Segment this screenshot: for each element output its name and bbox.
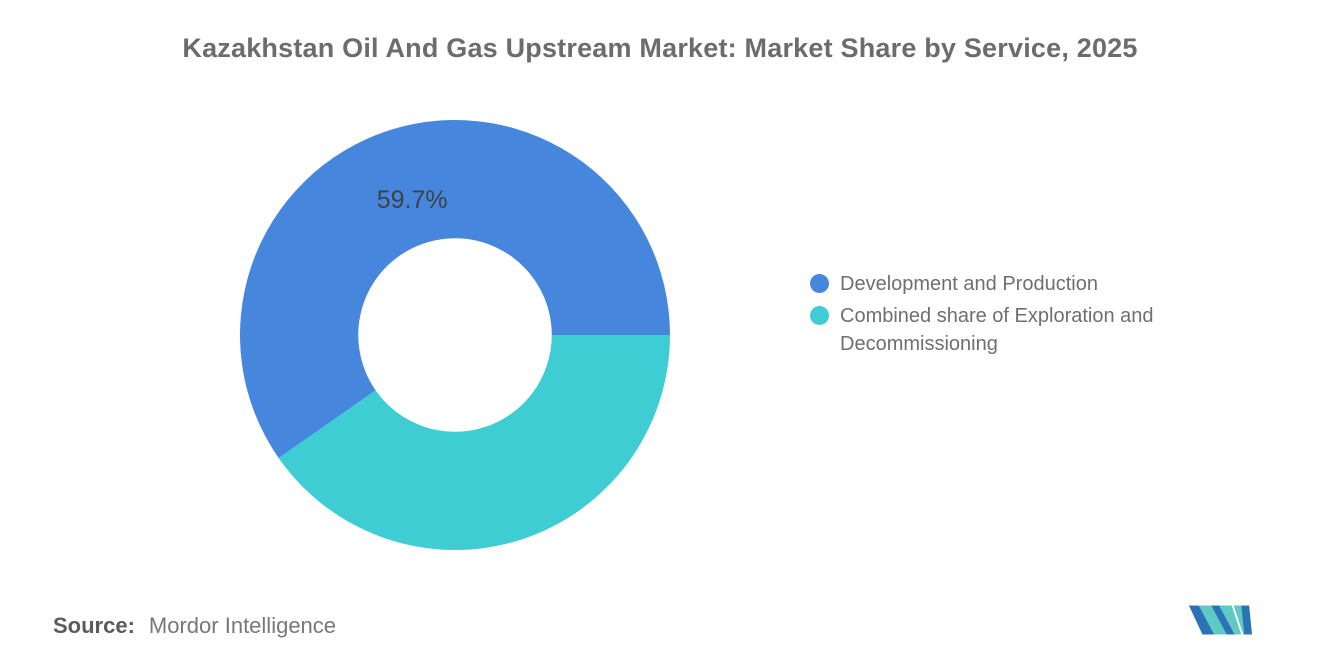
slice-data-label: 59.7% [377, 186, 448, 214]
source-label: Source: [53, 613, 135, 638]
donut-slice-1[interactable] [278, 335, 670, 551]
donut-svg: 59.7% [240, 120, 670, 551]
legend-item-exploration-and-decommissioning[interactable]: Combined share of Exploration and Decomm… [810, 302, 1208, 358]
chart-legend: Development and Production Combined shar… [810, 270, 1208, 358]
legend-swatch-icon [810, 274, 829, 293]
legend-label: Development and Production [840, 273, 1098, 295]
mordor-logo-mark-icon [1188, 605, 1253, 635]
legend-swatch-icon [810, 306, 829, 325]
source-attribution: Source: Mordor Intelligence [53, 613, 336, 639]
donut-slice-0[interactable] [240, 120, 670, 459]
chart-title: Kazakhstan Oil And Gas Upstream Market: … [182, 33, 1138, 63]
donut-chart: 59.7% [235, 115, 675, 555]
legend-label: Combined share of Exploration and Decomm… [840, 305, 1154, 355]
mordor-intelligence-logo [1187, 604, 1253, 636]
source-value: Mordor Intelligence [148, 613, 337, 638]
legend-item-development-and-production[interactable]: Development and Production [810, 270, 1208, 298]
